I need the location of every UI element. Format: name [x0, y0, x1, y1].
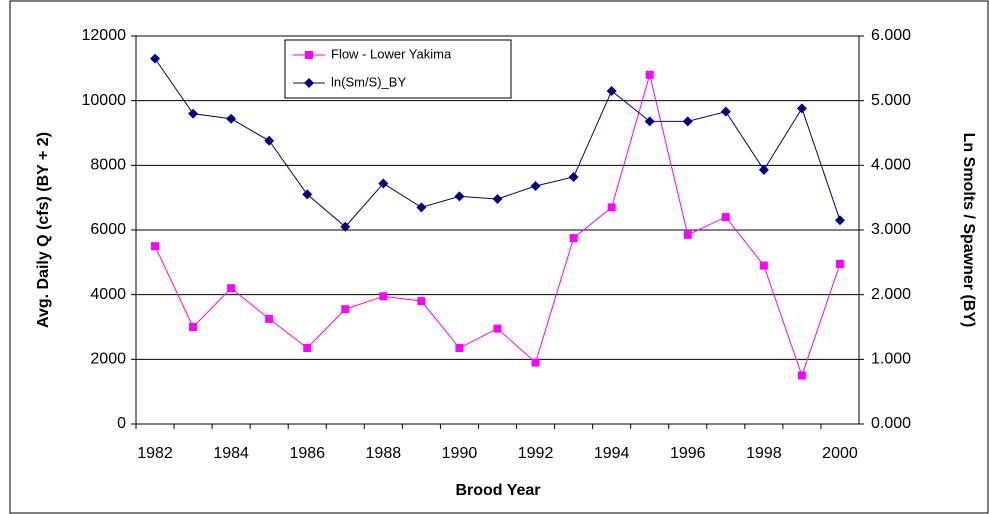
y2-tick-label: 1.000 — [871, 351, 911, 368]
y2-tick-label: 6.000 — [871, 27, 911, 44]
data-point — [796, 103, 807, 114]
legend-marker — [305, 51, 313, 59]
data-point — [265, 314, 274, 323]
data-point — [797, 371, 806, 380]
data-point — [682, 116, 693, 127]
y2-tick-label: 3.000 — [871, 221, 911, 238]
data-point — [378, 178, 389, 189]
x-axis-title: Brood Year — [455, 482, 540, 499]
x-tick-label: 1984 — [213, 445, 249, 462]
data-point — [834, 215, 845, 226]
data-point — [340, 221, 351, 232]
data-point — [379, 292, 388, 301]
data-point — [416, 202, 427, 213]
x-tick-label: 1988 — [366, 445, 402, 462]
data-point — [341, 305, 350, 314]
data-point — [531, 358, 540, 367]
data-point — [189, 323, 198, 331]
data-point — [721, 213, 730, 222]
y-tick-label: 10000 — [82, 92, 127, 109]
data-point — [303, 344, 312, 353]
data-point — [759, 261, 768, 270]
x-tick-label: 1990 — [442, 445, 478, 462]
legend-marker — [304, 78, 314, 88]
y2-axis-title: Ln Smolts / Spawner (BY) — [960, 133, 977, 328]
legend-label: Flow - Lower Yakima — [331, 46, 452, 61]
data-point — [302, 189, 313, 200]
y2-tick-label: 5.000 — [871, 92, 911, 109]
data-point — [493, 324, 502, 333]
x-tick-label: 1998 — [746, 445, 782, 462]
y-tick-label: 2000 — [90, 351, 126, 368]
data-point — [227, 284, 236, 293]
y-tick-label: 4000 — [90, 286, 126, 303]
data-point — [758, 164, 769, 175]
legend-box — [284, 39, 512, 99]
y2-tick-label: 4.000 — [871, 157, 911, 174]
data-point — [530, 181, 541, 192]
y2-tick-label: 0.000 — [871, 415, 911, 432]
data-point — [568, 171, 579, 182]
data-point — [606, 85, 617, 96]
data-point — [683, 230, 692, 239]
y-tick-label: 6000 — [90, 221, 126, 238]
data-point — [720, 106, 731, 117]
data-point — [417, 297, 426, 306]
legend-label: ln(Sm/S)_BY — [331, 74, 406, 89]
data-point — [188, 108, 199, 119]
y-tick-label: 0 — [117, 415, 126, 432]
data-point — [607, 203, 616, 212]
data-point — [226, 113, 237, 124]
data-point — [492, 193, 503, 204]
y2-tick-label: 2.000 — [871, 286, 911, 303]
x-tick-label: 1996 — [670, 445, 706, 462]
x-tick-label: 1992 — [518, 445, 554, 462]
data-point — [569, 234, 578, 243]
x-tick-label: 1986 — [289, 445, 325, 462]
x-tick-label: 2000 — [822, 445, 858, 462]
data-point — [644, 116, 655, 127]
data-point — [454, 191, 465, 202]
data-point — [645, 70, 654, 79]
data-point — [151, 242, 160, 251]
data-point — [150, 53, 161, 64]
data-point — [455, 344, 464, 353]
data-point — [835, 259, 844, 268]
x-tick-label: 1982 — [137, 445, 173, 462]
data-point — [264, 135, 275, 146]
y-tick-label: 8000 — [90, 157, 126, 174]
y-axis-title: Avg. Daily Q (cfs) (BY + 2) — [35, 132, 52, 328]
x-tick-label: 1994 — [594, 445, 630, 462]
y-tick-label: 12000 — [82, 27, 127, 44]
